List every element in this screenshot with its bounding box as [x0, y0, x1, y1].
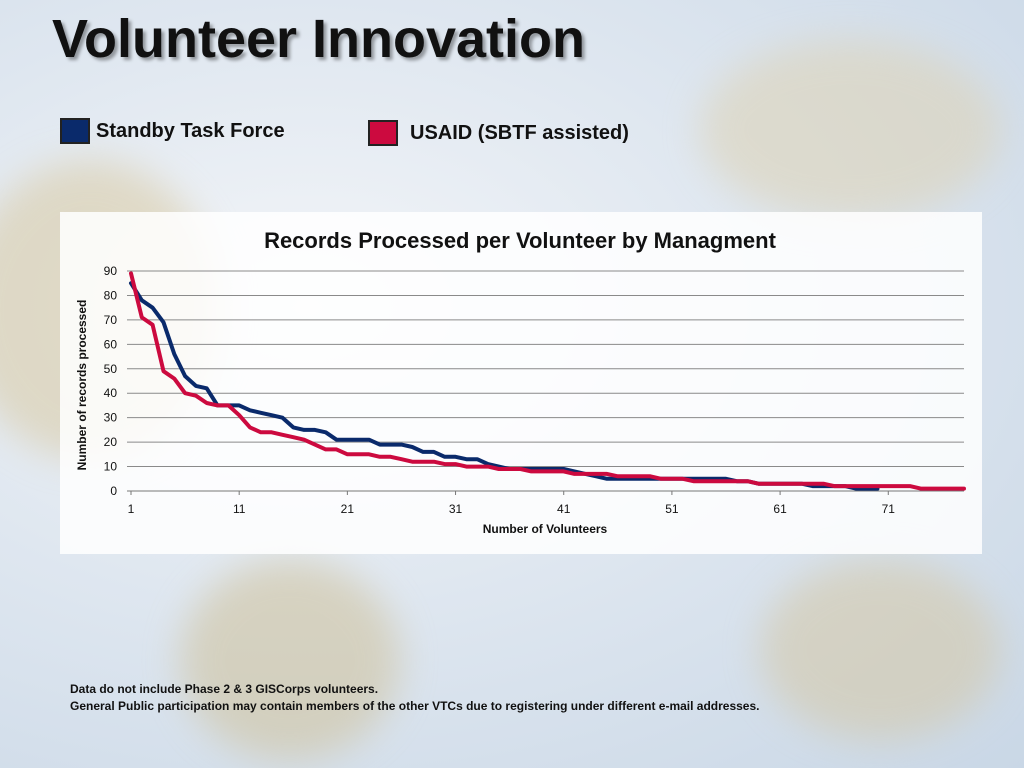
chart-title: Records Processed per Volunteer by Manag…: [264, 228, 777, 253]
x-tick-label: 11: [233, 502, 246, 516]
legend-label: USAID (SBTF assisted): [410, 121, 629, 144]
y-tick-label: 80: [104, 288, 118, 302]
x-axis-label: Number of Volunteers: [483, 522, 608, 536]
y-tick-label: 0: [110, 484, 117, 498]
background-map-blob: [700, 40, 1000, 220]
background-map-blob: [180, 560, 400, 760]
series-line-standby-task-force: [129, 281, 880, 491]
y-tick-label: 30: [104, 411, 118, 425]
y-tick-label: 70: [104, 313, 118, 327]
x-tick-label: 61: [773, 502, 787, 516]
y-tick-label: 60: [104, 337, 118, 351]
footnote: Data do not include Phase 2 & 3 GISCorps…: [70, 681, 760, 715]
x-tick-label: 21: [341, 502, 355, 516]
chart-panel: Records Processed per Volunteer by Manag…: [60, 212, 982, 554]
x-tick-label: 1: [128, 502, 135, 516]
footnote-line: General Public participation may contain…: [70, 699, 760, 713]
legend-label: Standby Task Force: [96, 119, 285, 142]
y-tick-label: 40: [104, 386, 118, 400]
legend-item-usaid: USAID (SBTF assisted): [368, 120, 629, 146]
footnote-line: Data do not include Phase 2 & 3 GISCorps…: [70, 682, 379, 696]
x-tick-label: 31: [449, 502, 463, 516]
background-map-blob: [760, 560, 1000, 740]
series-line-usaid: [129, 271, 966, 491]
legend-item-standby-task-force: Standby Task Force: [60, 118, 285, 144]
legend-swatch-navy: [60, 118, 90, 144]
x-tick-label: 41: [557, 502, 571, 516]
line-chart: Records Processed per Volunteer by Manag…: [75, 228, 966, 536]
x-tick-label: 71: [882, 502, 896, 516]
y-axis-label: Number of records processed: [75, 300, 89, 471]
y-tick-label: 90: [104, 264, 118, 278]
legend-swatch-crimson: [368, 120, 398, 146]
x-tick-label: 51: [665, 502, 679, 516]
y-tick-label: 50: [104, 362, 118, 376]
y-tick-label: 20: [104, 435, 118, 449]
y-tick-label: 10: [104, 460, 118, 474]
slide-title: Volunteer Innovation: [52, 9, 586, 69]
